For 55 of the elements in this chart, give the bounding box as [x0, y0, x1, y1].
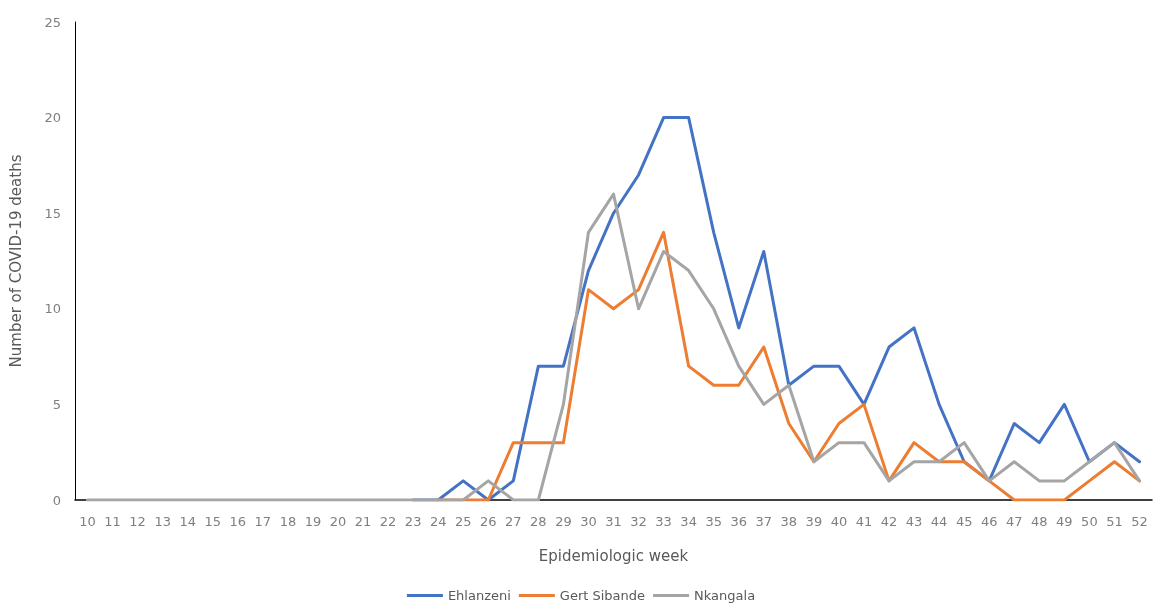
x-tick-label: 14: [179, 514, 196, 529]
x-tick-label: 31: [605, 514, 622, 529]
x-tick-label: 43: [905, 514, 923, 529]
line-series: [86, 192, 1141, 502]
x-tick-label: 45: [955, 514, 973, 529]
x-tick-label: 22: [379, 514, 397, 529]
x-axis-title: Epidemiologic week: [538, 546, 689, 565]
x-tick-label: 32: [630, 514, 647, 529]
x-tick-label: 27: [505, 514, 522, 529]
x-tick-label: 30: [580, 514, 597, 529]
x-tick-label: 28: [530, 514, 547, 529]
x-tick-label: 44: [930, 514, 948, 529]
x-tick-label: 41: [855, 514, 873, 529]
x-tick-label: 48: [1031, 514, 1048, 529]
x-tick-label: 24: [429, 514, 447, 529]
legend-label: Nkangala: [694, 588, 756, 603]
y-tick-label: 10: [44, 301, 61, 317]
x-tick-label: 20: [329, 514, 347, 529]
x-tick-label: 38: [780, 514, 798, 529]
x-tick-label: 17: [254, 514, 272, 529]
x-tick-label: 16: [229, 514, 247, 529]
x-tick-label: 21: [354, 514, 372, 529]
x-tick-label: 12: [129, 514, 146, 529]
x-tick-label: 49: [1056, 514, 1073, 529]
y-tick-label: 25: [44, 14, 61, 30]
x-tick-label: 42: [880, 514, 898, 529]
y-tick-label: 5: [52, 396, 61, 412]
x-tick-label: 15: [204, 514, 222, 529]
x-tick-label: 51: [1106, 514, 1123, 529]
x-tick-label: 40: [830, 514, 848, 529]
x-tick-label: 19: [304, 514, 322, 529]
x-tick-label: 50: [1081, 514, 1098, 529]
x-tick-label: 13: [154, 514, 171, 529]
x-tick-label: 11: [104, 514, 121, 529]
x-tick-label: 18: [279, 514, 297, 529]
x-tick-label: 46: [980, 514, 998, 529]
x-tick-label: 29: [555, 514, 572, 529]
y-tick-label: 15: [44, 205, 61, 221]
x-tick-label: 26: [479, 514, 497, 529]
y-axis-title: Number of COVID-19 deaths: [6, 154, 25, 368]
y-tick-label: 0: [52, 492, 61, 508]
x-tick-label: 25: [454, 514, 472, 529]
x-tick-label: 36: [730, 514, 748, 529]
x-tick-label: 37: [755, 514, 773, 529]
x-tick-label: 39: [805, 514, 823, 529]
x-tick-label: 34: [680, 514, 697, 529]
legend-label: Ehlanzeni: [447, 588, 511, 603]
x-tick-label: 47: [1005, 514, 1023, 529]
x-tick-label: 52: [1131, 514, 1148, 529]
x-tick-label: 23: [404, 514, 422, 529]
legend-label: Gert Sibande: [559, 588, 646, 603]
x-tick-label: 10: [79, 514, 96, 529]
x-tick-label: 33: [655, 514, 672, 529]
x-tick-label: 35: [705, 514, 722, 529]
y-tick-label: 20: [44, 110, 61, 126]
